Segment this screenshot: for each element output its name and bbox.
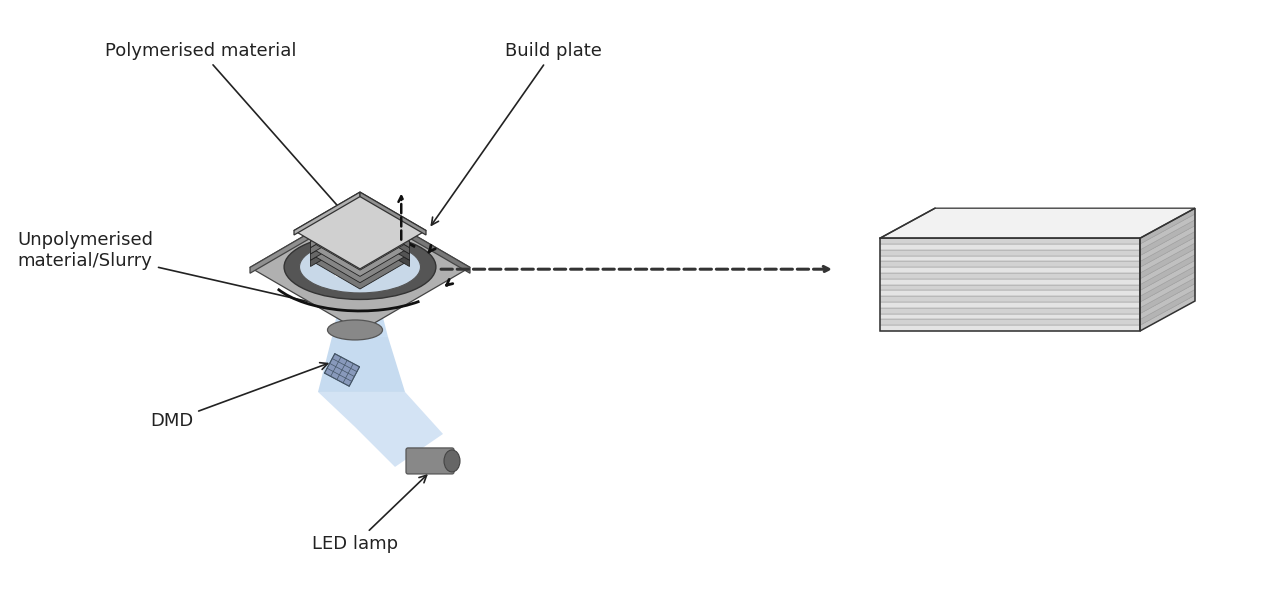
Polygon shape [311,231,360,266]
Text: DMD: DMD [150,362,328,430]
Polygon shape [324,353,360,386]
Polygon shape [881,279,1140,285]
Polygon shape [250,203,360,273]
Polygon shape [311,206,410,264]
Polygon shape [881,314,1140,319]
Polygon shape [1140,290,1196,325]
Polygon shape [360,203,470,273]
Polygon shape [1140,295,1196,331]
Polygon shape [881,267,1140,273]
Polygon shape [1140,249,1196,285]
Polygon shape [360,206,410,241]
Polygon shape [294,192,360,235]
Polygon shape [881,319,1140,325]
Polygon shape [881,261,1140,267]
Ellipse shape [444,450,460,472]
Polygon shape [1140,214,1196,250]
Text: Build plate: Build plate [431,42,602,225]
Polygon shape [881,255,1140,261]
Text: LED lamp: LED lamp [312,475,426,553]
Polygon shape [881,273,1140,279]
Polygon shape [1140,220,1196,255]
Text: Unpolymerised
material/Slurry: Unpolymerised material/Slurry [17,231,340,311]
Polygon shape [360,219,410,254]
Polygon shape [1140,243,1196,279]
Polygon shape [1140,225,1196,261]
Polygon shape [1140,266,1196,302]
Polygon shape [311,206,360,241]
Polygon shape [1140,255,1196,290]
Polygon shape [294,192,426,269]
Polygon shape [250,203,470,331]
Polygon shape [360,231,410,266]
Polygon shape [881,308,1140,314]
Polygon shape [1140,208,1196,244]
Ellipse shape [300,241,421,293]
Polygon shape [360,225,410,260]
Polygon shape [311,213,410,270]
Polygon shape [881,208,1196,238]
Polygon shape [881,250,1140,255]
Polygon shape [311,219,360,254]
Polygon shape [881,296,1140,302]
Polygon shape [332,267,388,337]
Polygon shape [360,213,410,248]
Polygon shape [1140,272,1196,308]
Text: Polymerised material: Polymerised material [105,42,371,243]
Polygon shape [881,325,1140,331]
Polygon shape [311,213,360,248]
Polygon shape [881,238,1140,244]
Polygon shape [881,290,1140,296]
Polygon shape [317,392,443,467]
Polygon shape [311,225,410,282]
Polygon shape [311,219,410,276]
FancyBboxPatch shape [406,448,454,474]
Polygon shape [311,231,410,289]
Polygon shape [1140,237,1196,273]
Polygon shape [317,337,404,392]
Polygon shape [881,302,1140,308]
Ellipse shape [328,320,383,340]
Polygon shape [1140,231,1196,267]
Polygon shape [1140,260,1196,296]
Polygon shape [1140,278,1196,314]
Polygon shape [881,285,1140,290]
Polygon shape [311,225,360,260]
Ellipse shape [284,234,436,299]
Polygon shape [881,244,1140,250]
Polygon shape [1140,284,1196,319]
Polygon shape [360,192,426,235]
